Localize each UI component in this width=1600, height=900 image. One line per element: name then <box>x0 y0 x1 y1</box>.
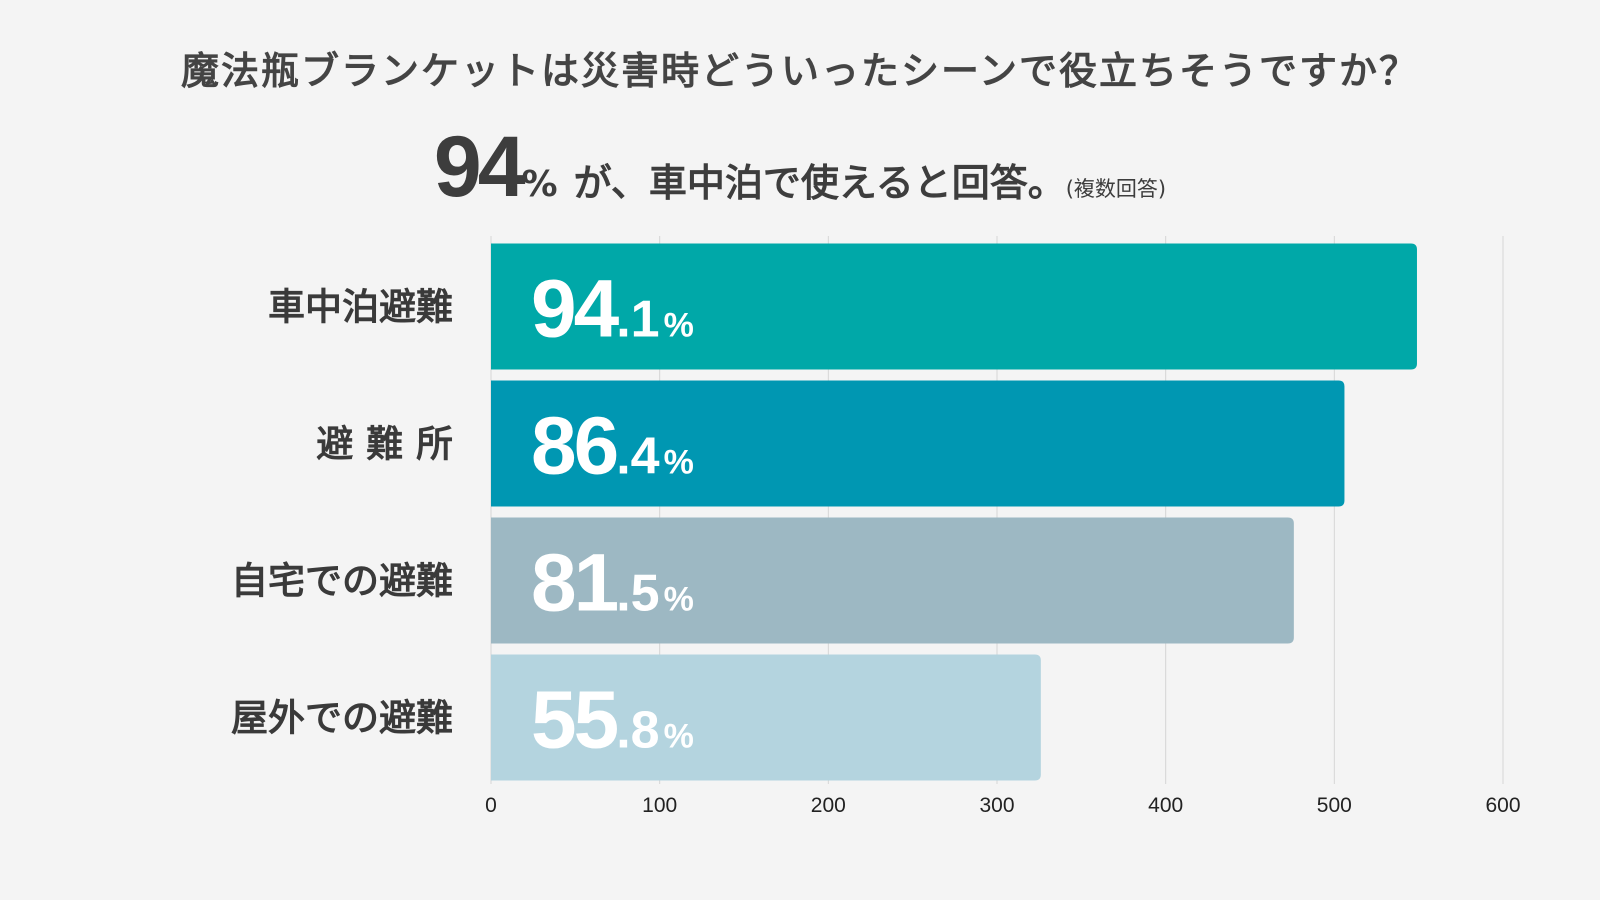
category-label-1: 車中泊避難 <box>268 286 453 329</box>
value-label-4: 55.8% <box>531 675 694 766</box>
category-label-3: 自宅での避難 <box>231 560 453 603</box>
chart-title: 魔法瓶ブランケットは災害時どういったシーンで役立ちそうですか？ <box>180 49 1420 93</box>
x-tick-label-0: 0 <box>485 794 497 817</box>
headline: 94% が、車中泊で使えると回答。(複数回答) <box>0 118 1600 217</box>
x-tick-label-300: 300 <box>979 794 1014 817</box>
x-tick-label-500: 500 <box>1317 794 1352 817</box>
headline-note: (複数回答) <box>1065 177 1167 201</box>
bar-2 <box>491 380 1345 507</box>
category-label-2: 避 難 所 <box>316 423 453 466</box>
x-tick-label-100: 100 <box>642 794 677 817</box>
x-tick-label-200: 200 <box>811 794 846 817</box>
x-tick-label-400: 400 <box>1148 794 1183 817</box>
headline-percent-sign: % <box>521 164 558 205</box>
value-label-3: 81.5% <box>531 538 694 629</box>
value-label-1: 94.1% <box>531 264 694 355</box>
bar-4 <box>491 654 1041 781</box>
headline-big-number: 94 <box>433 119 526 215</box>
category-label-4: 屋外での避難 <box>231 697 453 740</box>
bar-1 <box>491 243 1417 370</box>
value-label-2: 86.4% <box>531 401 694 492</box>
x-tick-label-600: 600 <box>1485 794 1520 817</box>
bar-3 <box>491 517 1294 644</box>
headline-text: が、車中泊で使えると回答。 <box>573 161 1066 205</box>
